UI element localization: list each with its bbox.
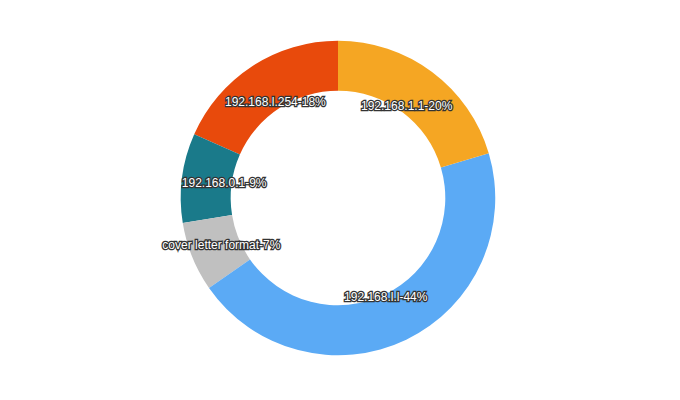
svg-text:192.168.l.l-44%: 192.168.l.l-44% [344, 290, 428, 304]
svg-text:192.168.1.1-20%: 192.168.1.1-20% [361, 99, 453, 113]
svg-text:192.168.l.254-18%: 192.168.l.254-18% [225, 95, 326, 109]
svg-text:192.168.0.1-9%: 192.168.0.1-9% [182, 176, 267, 190]
svg-text:cover letter format-7%: cover letter format-7% [162, 238, 280, 252]
